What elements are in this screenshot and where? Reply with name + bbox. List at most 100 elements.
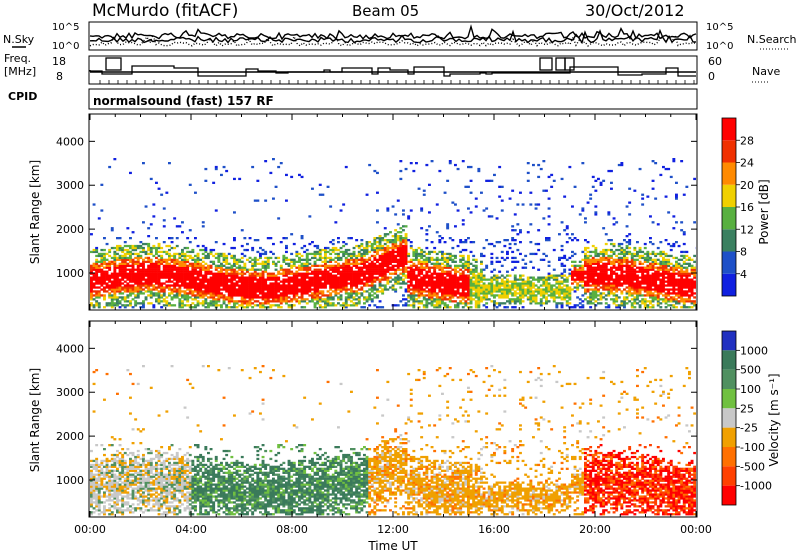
- heatmap-cell: [214, 256, 218, 260]
- heatmap-cell: [269, 286, 273, 289]
- heatmap-cell: [155, 250, 158, 254]
- heatmap-cell: [526, 278, 530, 281]
- heatmap-cell: [243, 272, 247, 275]
- heatmap-cell: [347, 288, 351, 291]
- heatmap-cell: [227, 284, 231, 287]
- heatmap-cell: [339, 270, 343, 273]
- heatmap-cell: [373, 278, 377, 281]
- heatmap-cell: [391, 266, 395, 269]
- heatmap-cell: [173, 246, 177, 250]
- heatmap-cell: [602, 266, 606, 269]
- heatmap-cell: [636, 278, 639, 281]
- heatmap-cell: [389, 260, 392, 263]
- heatmap-cell: [524, 266, 528, 269]
- heatmap-cell: [373, 286, 377, 289]
- heatmap-cell: [103, 272, 106, 275]
- heatmap-cell: [121, 272, 125, 275]
- heatmap-cell: [477, 272, 481, 275]
- heatmap-cell: [448, 276, 452, 279]
- heatmap-cell: [355, 284, 359, 287]
- heatmap-cell: [573, 260, 577, 263]
- heatmap-cell: [599, 272, 603, 275]
- heatmap-cell: [490, 252, 494, 256]
- heatmap-cell: [97, 290, 101, 293]
- heatmap-cell: [100, 294, 104, 297]
- heatmap-cell: [110, 298, 114, 301]
- heatmap-cell: [656, 258, 660, 261]
- heatmap-cell: [612, 288, 616, 291]
- heatmap-cell: [162, 294, 166, 297]
- heatmap-cell: [513, 294, 517, 297]
- heatmap-cell: [659, 284, 663, 287]
- heatmap-cell: [664, 272, 668, 275]
- heatmap-cell: [329, 294, 333, 297]
- heatmap-cell: [165, 304, 169, 307]
- heatmap-cell: [404, 274, 408, 277]
- heatmap-cell: [545, 278, 548, 281]
- heatmap-cell: [532, 252, 535, 256]
- heatmap-cell: [194, 262, 197, 265]
- heatmap-cell: [282, 292, 286, 295]
- heatmap-cell: [131, 274, 135, 277]
- heatmap-cell: [651, 304, 655, 307]
- heatmap-cell: [126, 304, 130, 307]
- heatmap-cell: [576, 304, 580, 307]
- heatmap-cell: [662, 268, 665, 271]
- heatmap-cell: [344, 274, 348, 277]
- heatmap-cell: [261, 282, 265, 285]
- heatmap-cell: [261, 288, 265, 291]
- heatmap-cell: [214, 252, 218, 256]
- heatmap-cell: [524, 282, 528, 285]
- heatmap-cell: [425, 264, 429, 267]
- heatmap-cell: [222, 260, 226, 263]
- heatmap-cell: [298, 266, 301, 269]
- heatmap-cell: [378, 300, 382, 303]
- heatmap-cell: [391, 260, 395, 263]
- heatmap-cell: [586, 268, 590, 271]
- heatmap-cell: [378, 280, 382, 283]
- heatmap-cell: [425, 282, 429, 285]
- heatmap-cell: [599, 181, 603, 184]
- heatmap-cell: [217, 264, 221, 267]
- heatmap-cell: [565, 233, 569, 236]
- heatmap-cell: [503, 294, 507, 297]
- heatmap-cell: [220, 304, 223, 307]
- heatmap-cell: [321, 270, 325, 273]
- heatmap-cell: [487, 292, 491, 295]
- heatmap-cell: [495, 256, 499, 260]
- heatmap-cell: [295, 250, 299, 254]
- heatmap-cell: [581, 264, 585, 267]
- heatmap-cell: [274, 268, 278, 271]
- heatmap-cell: [420, 300, 424, 303]
- heatmap-cell: [253, 276, 257, 279]
- heatmap-cell: [612, 266, 616, 269]
- heatmap-cell: [636, 292, 639, 295]
- heatmap-cell: [599, 252, 603, 256]
- heatmap-cell: [331, 250, 335, 254]
- heatmap-cell: [526, 288, 530, 291]
- heatmap-cell: [123, 254, 127, 258]
- heatmap-cell: [256, 239, 260, 242]
- heatmap-cell: [350, 237, 353, 240]
- heatmap-cell: [129, 270, 132, 273]
- heatmap-cell: [641, 268, 645, 271]
- nsky-label: N.Sky: [3, 33, 35, 46]
- heatmap-cell: [259, 302, 262, 305]
- heatmap-cell: [331, 248, 335, 252]
- heatmap-cell: [628, 246, 632, 250]
- heatmap-cell: [633, 298, 637, 301]
- heatmap-cell: [126, 296, 130, 299]
- heatmap-cell: [196, 254, 200, 258]
- heatmap-cell: [526, 286, 530, 289]
- heatmap-cell: [456, 296, 460, 299]
- heatmap-cell: [279, 300, 283, 303]
- heatmap-cell: [222, 284, 226, 287]
- heatmap-cell: [597, 298, 600, 301]
- heatmap-cell: [391, 246, 395, 250]
- heatmap-cell: [313, 280, 317, 283]
- heatmap-cell: [238, 280, 242, 283]
- heatmap-cell: [248, 298, 252, 301]
- heatmap-cell: [373, 266, 377, 269]
- heatmap-cell: [240, 272, 244, 275]
- heatmap-cell: [628, 241, 632, 244]
